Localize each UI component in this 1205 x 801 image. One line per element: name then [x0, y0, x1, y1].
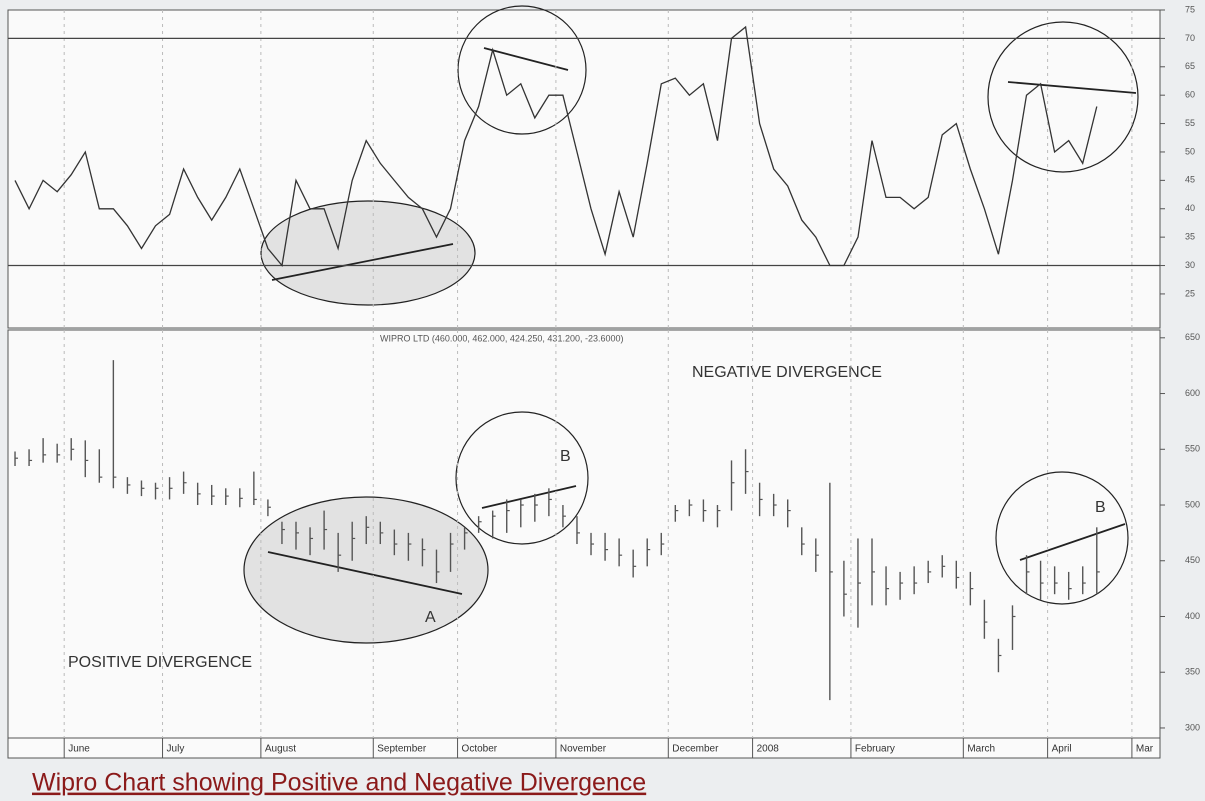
y-tick-label: 55 [1185, 118, 1195, 128]
caption: Wipro Chart showing Positive and Negativ… [32, 769, 646, 797]
circle [455, 411, 589, 545]
y-tick-label: 75 [1185, 4, 1195, 14]
y-tick-label: 45 [1185, 175, 1195, 185]
price-title: WIPRO LTD (460.000, 462.000, 424.250, 43… [380, 333, 624, 343]
x-tick-label: June [68, 744, 90, 755]
price-panel [7, 329, 1161, 739]
x-tick-label: August [265, 744, 296, 755]
y-tick-label: 50 [1185, 146, 1195, 156]
annotation: A [425, 609, 436, 626]
trend-line [271, 243, 454, 281]
y-tick-label: 600 [1185, 388, 1200, 398]
y-tick-label: 300 [1185, 722, 1200, 732]
y-tick-label: 65 [1185, 61, 1195, 71]
x-tick-label: 2008 [757, 744, 780, 755]
y-tick-label: 30 [1185, 260, 1195, 270]
y-tick-label: 450 [1185, 555, 1200, 565]
trend-line [1019, 523, 1126, 561]
y-tick-label: 350 [1185, 667, 1200, 677]
y-tick-label: 500 [1185, 499, 1200, 509]
x-tick-label: April [1052, 744, 1072, 755]
y-tick-label: 400 [1185, 611, 1200, 621]
circle [457, 5, 587, 135]
y-tick-label: 60 [1185, 90, 1195, 100]
x-tick-label: March [967, 744, 995, 755]
x-tick-label: February [855, 744, 895, 755]
circle [987, 21, 1139, 173]
y-tick-label: 550 [1185, 444, 1200, 454]
rsi-panel [7, 9, 1161, 329]
y-tick-label: 35 [1185, 232, 1195, 242]
ellipse [243, 496, 489, 644]
annotation: POSITIVE DIVERGENCE [68, 654, 252, 671]
x-axis-strip [7, 737, 1161, 759]
x-tick-label: November [560, 744, 607, 755]
circle [995, 471, 1129, 605]
x-tick-label: September [377, 744, 427, 755]
annotation: NEGATIVE DIVERGENCE [692, 364, 882, 381]
trend-line [1007, 81, 1137, 94]
y-tick-label: 70 [1185, 33, 1195, 43]
y-tick-label: 25 [1185, 288, 1195, 298]
y-tick-label: 650 [1185, 332, 1200, 342]
rsi-line [14, 25, 1098, 268]
trend-line [267, 551, 463, 595]
x-tick-label: December [672, 744, 719, 755]
x-tick-label: Mar [1136, 744, 1154, 755]
divergence-shapes [243, 5, 1139, 644]
y-tick-label: 40 [1185, 203, 1195, 213]
trend-line [481, 485, 577, 509]
x-tick-label: July [167, 744, 185, 755]
annotation: B [560, 448, 571, 465]
annotation: B [1095, 499, 1106, 516]
ellipse [260, 200, 476, 306]
x-tick-label: October [462, 744, 498, 755]
trend-line [483, 47, 569, 71]
